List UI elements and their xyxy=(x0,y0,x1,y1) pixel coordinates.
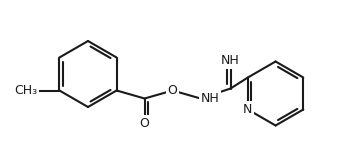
Text: NH: NH xyxy=(221,54,240,67)
Text: NH: NH xyxy=(201,92,219,105)
Text: N: N xyxy=(243,103,252,116)
Text: CH₃: CH₃ xyxy=(14,84,37,97)
Text: O: O xyxy=(140,117,149,130)
Text: O: O xyxy=(168,84,178,97)
